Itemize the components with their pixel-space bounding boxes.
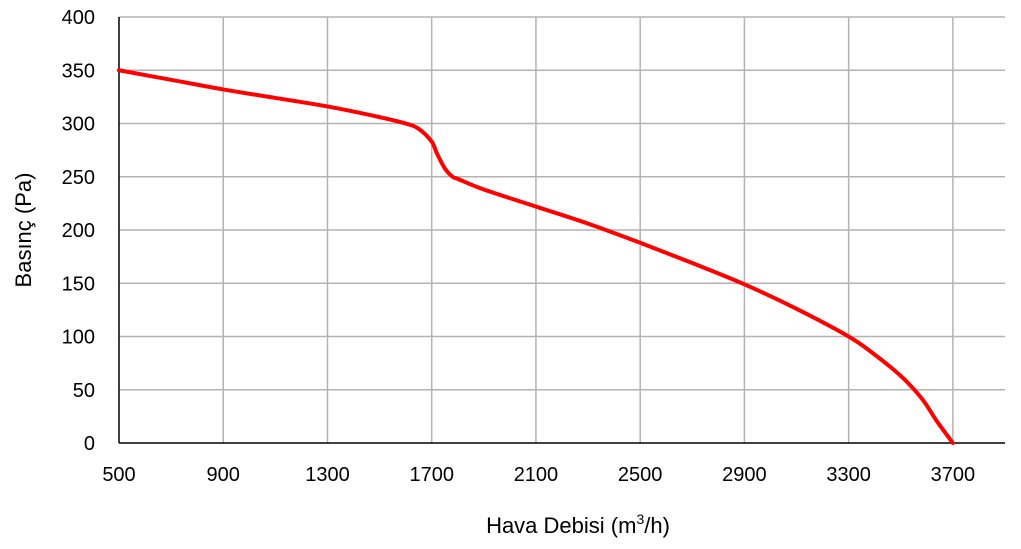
x-tick-label-2100: 2100 (514, 464, 559, 486)
y-tick-label-250: 250 (62, 167, 95, 189)
y-tick-label-350: 350 (62, 60, 95, 82)
x-tick-label-3300: 3300 (826, 464, 871, 486)
y-tick-label-200: 200 (62, 220, 95, 242)
y-axis-title: Basınç (Pa) (11, 173, 36, 288)
tick-labels: 500 900 1300 1700 2100 2500 2900 3300 3700 0 50 100… (62, 7, 976, 486)
x-tick-label-3700: 3700 (931, 464, 976, 486)
x-axis-title-main: Hava Debisi (m (486, 513, 636, 538)
y-tick-label-300: 300 (62, 114, 95, 136)
x-tick-label-500: 500 (102, 464, 135, 486)
y-tick-label-150: 150 (62, 273, 95, 295)
y-tick-label-100: 100 (62, 327, 95, 349)
series-layer (117, 68, 955, 445)
x-axis-title: Hava Debisi (m3/h) (486, 511, 670, 538)
y-tick-label-50: 50 (73, 380, 95, 402)
axis-titles: Basınç (Pa) Hava Debisi (m3/h) (11, 173, 670, 538)
series-line-0 (117, 68, 955, 445)
y-tick-label-400: 400 (62, 7, 95, 29)
x-tick-label-1700: 1700 (409, 464, 454, 486)
axes (118, 17, 1005, 444)
x-tick-label-900: 900 (207, 464, 240, 486)
y-tick-label-0: 0 (84, 433, 95, 455)
x-axis-title-superscript: 3 (636, 511, 644, 527)
x-tick-label-2900: 2900 (722, 464, 767, 486)
x-tick-label-2500: 2500 (618, 464, 663, 486)
x-tick-label-1300: 1300 (305, 464, 350, 486)
x-axis-title-suffix: /h) (644, 513, 670, 538)
grid (119, 16, 1005, 443)
